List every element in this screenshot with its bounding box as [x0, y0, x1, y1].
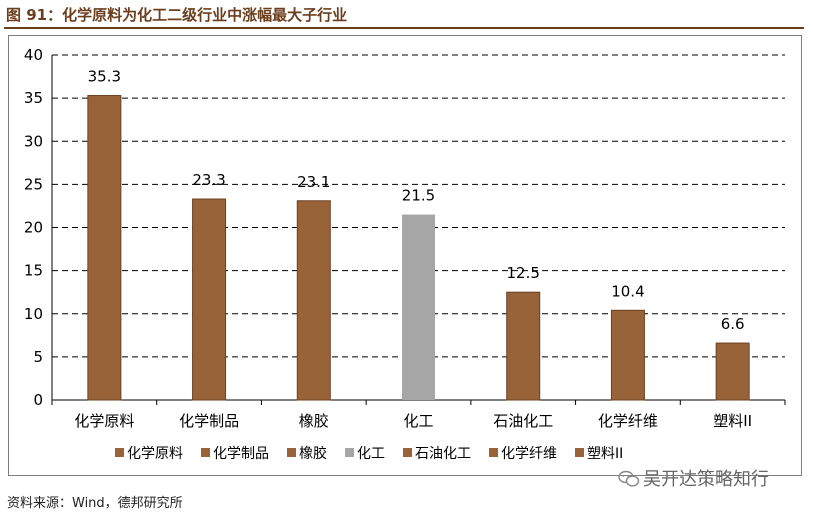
bar [87, 95, 122, 401]
legend-label: 塑料II [587, 446, 623, 462]
legend-swatch [115, 448, 124, 457]
x-tick-label: 石油化工 [493, 412, 553, 430]
legend-swatch [403, 448, 412, 457]
legend-label: 化学纤维 [501, 446, 557, 462]
legend-label: 橡胶 [299, 445, 327, 462]
figure-title: 图 91：化学原料为化工二级行业中涨幅最大子行业 [6, 6, 348, 24]
chart-frame [8, 35, 802, 476]
x-tick-label: 化学制品 [179, 412, 239, 430]
y-tick-label: 35 [24, 89, 43, 107]
data-label: 35.3 [88, 68, 121, 86]
bar [715, 342, 750, 401]
y-tick-label: 10 [24, 305, 43, 323]
y-tick-label: 20 [24, 219, 43, 237]
data-label: 21.5 [402, 187, 435, 205]
watermark-text: 吴开达策略知行 [643, 469, 769, 490]
legend-label: 化学制品 [213, 446, 269, 462]
data-label: 23.3 [192, 171, 225, 189]
legend-label: 石油化工 [415, 446, 471, 462]
legend-swatch [287, 448, 296, 457]
wechat-icon [618, 470, 640, 487]
legend-label: 化学原料 [127, 446, 183, 462]
y-tick-label: 30 [24, 132, 43, 150]
legend-label: 化工 [357, 446, 385, 462]
data-label: 12.5 [507, 264, 540, 282]
legend-swatch [575, 448, 584, 457]
legend-swatch [489, 448, 498, 457]
legend-swatch [345, 448, 354, 457]
bar [402, 214, 435, 400]
x-tick-label: 化工 [403, 412, 433, 430]
data-label: 6.6 [721, 315, 745, 333]
x-tick-label: 塑料II [713, 412, 752, 430]
y-tick-label: 0 [33, 391, 43, 409]
bar [296, 200, 331, 401]
source-note: 资料来源：Wind，德邦研究所 [7, 496, 183, 511]
x-tick-label: 化学纤维 [598, 412, 658, 430]
data-label: 10.4 [611, 282, 644, 300]
bar [610, 309, 645, 401]
bar [192, 198, 227, 401]
title-underline [4, 27, 804, 29]
y-tick-label: 5 [33, 348, 43, 366]
y-tick-label: 15 [24, 262, 43, 280]
bar [506, 291, 541, 401]
legend-swatch [201, 448, 210, 457]
y-tick-label: 40 [24, 46, 43, 64]
y-tick-label: 25 [24, 175, 43, 193]
data-label: 23.1 [297, 173, 330, 191]
x-tick-label: 化学原料 [74, 412, 134, 430]
watermark: 吴开达策略知行 [618, 465, 769, 491]
x-tick-label: 橡胶 [299, 412, 329, 430]
